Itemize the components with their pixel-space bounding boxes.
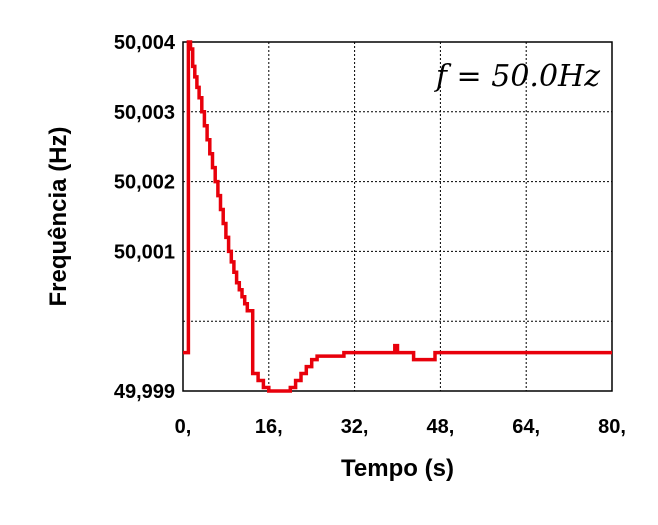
x-tick-label: 0, (175, 416, 192, 438)
y-tick-label: 50,001 (114, 241, 175, 263)
series-line-frequency (183, 40, 612, 393)
x-tick-labels: 0, 16, 32, 48, 64, 80, (175, 416, 626, 438)
grid (183, 42, 612, 391)
y-axis-title: Frequência (Hz) (45, 126, 72, 306)
frequency-annotation: f = 50.0Hz (434, 59, 600, 94)
x-tick-label: 64, (512, 416, 540, 438)
x-tick-label: 80, (598, 416, 626, 438)
y-tick-label: 50,004 (114, 32, 176, 54)
x-tick-label: 48, (426, 416, 454, 438)
plot-frame (182, 41, 613, 392)
y-tick-labels: 49,999 50,001 50,002 50,003 50,004 (114, 32, 176, 403)
x-axis-title: Tempo (s) (341, 455, 454, 482)
y-tick-label: 49,999 (114, 381, 175, 403)
y-tick-label: 50,003 (114, 102, 175, 124)
y-tick-label: 50,002 (114, 172, 175, 194)
x-tick-label: 32, (341, 416, 369, 438)
x-tick-label: 16, (255, 416, 283, 438)
